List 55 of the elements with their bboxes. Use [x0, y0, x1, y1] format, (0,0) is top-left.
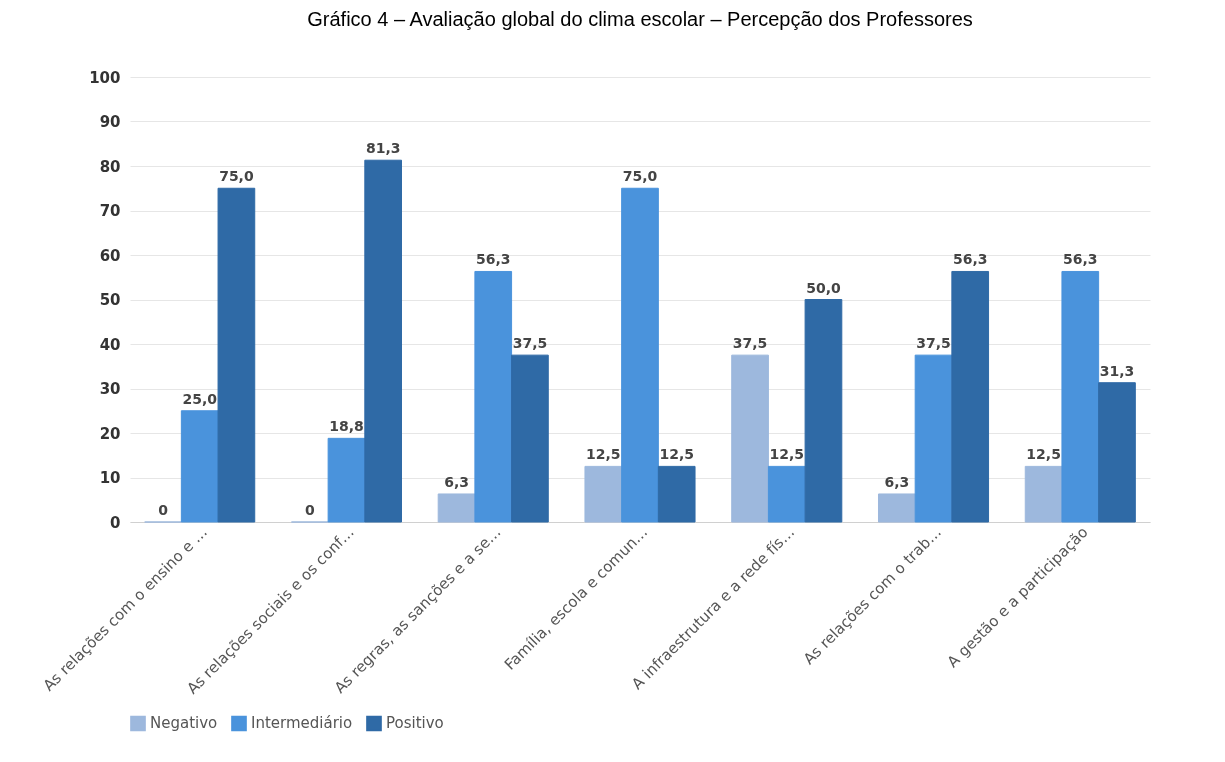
bar [511, 354, 549, 523]
bar [731, 354, 769, 523]
data-label: 25,0 [182, 390, 218, 407]
data-label: 6,3 [444, 473, 469, 490]
y-tick-label: 60 [99, 246, 121, 265]
legend-label: Intermediário [251, 714, 353, 733]
chart-title: Gráfico 4 – Avaliação global do clima escolar – Percepção dos Professores [307, 8, 973, 30]
y-tick-label: 70 [99, 202, 121, 220]
data-label: 31,3 [1099, 362, 1135, 379]
y-tick-label: 40 [99, 335, 121, 354]
data-label: 56,3 [475, 251, 511, 268]
data-label: 75,0 [622, 168, 658, 185]
data-label: 50,0 [806, 279, 841, 296]
legend-label: Positivo [386, 714, 444, 733]
bar [951, 270, 990, 523]
bar [474, 270, 513, 523]
bar [767, 465, 806, 523]
data-label: 6,3 [884, 473, 910, 490]
bar [657, 465, 696, 523]
data-label: 12,5 [1026, 446, 1061, 463]
y-tick-label: 90 [99, 113, 121, 131]
y-tick-label: 80 [99, 157, 121, 176]
data-label: 37,5 [732, 335, 768, 352]
y-tick-label: 30 [99, 380, 121, 398]
bar [180, 410, 219, 523]
y-tick-label: 100 [89, 68, 121, 87]
bar [437, 493, 476, 523]
legend-label: Negativo [150, 714, 218, 733]
y-tick-label: 0 [110, 513, 121, 532]
data-label: 75,0 [219, 168, 254, 185]
bar [1098, 382, 1136, 523]
data-label: 18,8 [329, 418, 364, 435]
y-tick-label: 20 [99, 424, 121, 443]
bar [877, 493, 916, 523]
y-tick-label: 10 [99, 469, 121, 487]
bar [217, 187, 256, 523]
bar [1061, 270, 1100, 523]
data-label: 56,3 [952, 251, 988, 268]
data-label: 12,5 [659, 446, 694, 463]
data-label: 12,5 [769, 446, 805, 463]
data-label: 0 [158, 502, 169, 518]
y-tick-label: 50 [99, 291, 121, 309]
data-label: 81,3 [365, 140, 401, 157]
data-label: 37,5 [916, 335, 951, 352]
bar [914, 354, 953, 523]
bar [1024, 465, 1063, 523]
data-label: 56,3 [1063, 251, 1098, 268]
bar [584, 465, 623, 523]
data-label: 12,5 [586, 446, 621, 463]
bar [804, 299, 843, 523]
bar [327, 437, 366, 523]
bar [621, 187, 659, 523]
data-label: 37,5 [512, 335, 548, 352]
data-label: 0 [304, 502, 315, 518]
bar [364, 159, 403, 523]
